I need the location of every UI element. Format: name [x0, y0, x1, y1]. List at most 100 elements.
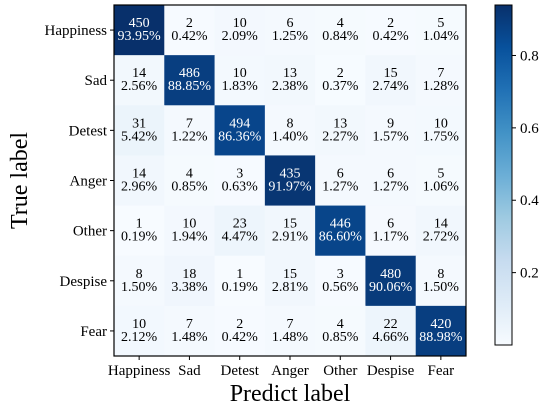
cell-count: 10 — [132, 317, 146, 332]
cell-count: 23 — [233, 217, 247, 232]
colorbar-ticks: 0.2 0.4 0.6 0.8 — [512, 48, 539, 282]
heatmap-cell — [114, 305, 165, 357]
heatmap-cell — [365, 5, 417, 56]
cell-count: 13 — [283, 66, 297, 81]
heatmap-cell — [365, 255, 417, 307]
cell-count: 2 — [337, 66, 344, 81]
cell-percent: 1.28% — [423, 79, 460, 94]
cell-percent: 0.19% — [222, 280, 259, 295]
cell-count: 14 — [132, 167, 146, 182]
cell-percent: 0.37% — [322, 79, 359, 94]
heatmap-cell — [214, 205, 266, 257]
heatmap-cell — [365, 205, 417, 257]
heatmap-cell — [264, 205, 316, 257]
cell-percent: 1.40% — [272, 129, 309, 144]
cell-count: 8 — [136, 267, 143, 282]
cell-count: 13 — [333, 116, 347, 131]
heatmap-cell — [114, 255, 165, 307]
heatmap-cell — [214, 305, 266, 357]
y-tick-label: Anger — [70, 174, 108, 190]
cell-percent: 2.56% — [121, 79, 158, 94]
cell-percent: 2.27% — [322, 129, 359, 144]
x-tick-label: Other — [323, 363, 357, 379]
heatmap-cell — [164, 105, 216, 156]
y-tick-label: Despise — [60, 274, 108, 290]
cell-count: 10 — [434, 116, 448, 131]
cell-count: 7 — [186, 317, 193, 332]
cell-percent: 2.74% — [372, 79, 409, 94]
cell-percent: 1.06% — [423, 180, 460, 195]
cell-count: 450 — [129, 16, 150, 31]
heatmap-cell — [415, 155, 467, 207]
cell-percent: 86.60% — [319, 230, 363, 245]
cell-count: 3 — [337, 267, 344, 282]
cell-percent: 0.42% — [171, 29, 208, 44]
heatmap-cell — [264, 155, 316, 207]
cell-count: 31 — [132, 116, 146, 131]
cell-percent: 2.72% — [423, 230, 460, 245]
cell-percent: 0.42% — [372, 29, 409, 44]
cell-percent: 1.57% — [372, 129, 409, 144]
y-tick-label: Fear — [80, 324, 107, 340]
x-tick-label: Despise — [367, 363, 415, 379]
cell-percent: 2.38% — [272, 79, 309, 94]
heatmap-cell — [315, 5, 366, 56]
cell-percent: 0.84% — [322, 29, 359, 44]
y-tick-label: Detest — [69, 123, 108, 139]
heatmap-cell — [315, 55, 366, 106]
cell-count: 15 — [283, 267, 297, 282]
heatmap-cell — [214, 155, 266, 207]
y-tick-label: Other — [73, 224, 107, 240]
cell-count: 6 — [387, 167, 394, 182]
cell-percent: 1.94% — [171, 230, 208, 245]
heatmap-cell — [415, 5, 467, 56]
cell-percent: 88.85% — [168, 79, 212, 94]
cell-count: 1 — [236, 267, 243, 282]
cell-annotations: 45093.95%20.42%102.09%61.25%40.84%20.42%… — [118, 16, 463, 345]
cell-count: 10 — [182, 217, 196, 232]
cell-count: 9 — [387, 116, 394, 131]
colorbar-tick-label: 0.2 — [520, 266, 539, 282]
cell-count: 10 — [233, 66, 247, 81]
cell-count: 7 — [186, 116, 193, 131]
cell-count: 14 — [132, 66, 146, 81]
cell-percent: 0.85% — [171, 180, 208, 195]
heatmap-cell — [365, 155, 417, 207]
cell-percent: 0.19% — [121, 230, 158, 245]
cell-count: 15 — [384, 66, 398, 81]
heatmap-cell — [315, 205, 366, 257]
cell-count: 5 — [437, 167, 444, 182]
y-tick-label: Happiness — [45, 23, 108, 39]
colorbar — [494, 4, 513, 346]
cell-percent: 2.09% — [222, 29, 259, 44]
x-tick-label: Detest — [221, 363, 260, 379]
heatmap-cell — [114, 5, 165, 56]
cell-percent: 0.63% — [222, 180, 259, 195]
heatmap-cell — [114, 155, 165, 207]
cell-percent: 2.91% — [272, 230, 309, 245]
cell-percent: 1.04% — [423, 29, 460, 44]
x-tick-label: Happiness — [108, 363, 171, 379]
cell-percent: 1.27% — [322, 180, 359, 195]
heatmap-cell — [164, 255, 216, 307]
cell-count: 3 — [236, 167, 243, 182]
cell-count: 22 — [384, 317, 398, 332]
cell-count: 7 — [437, 66, 444, 81]
heatmap-cell — [415, 255, 467, 307]
cell-count: 435 — [280, 167, 301, 182]
colorbar-tick-label: 0.8 — [520, 48, 539, 64]
heatmap-cell — [365, 105, 417, 156]
cell-count: 420 — [430, 317, 451, 332]
cell-count: 2 — [387, 16, 394, 31]
heatmap-cell — [264, 305, 316, 357]
cell-count: 6 — [337, 167, 344, 182]
cell-percent: 1.75% — [423, 129, 460, 144]
cell-count: 8 — [437, 267, 444, 282]
cell-percent: 93.95% — [118, 29, 162, 44]
cell-percent: 88.98% — [419, 330, 463, 345]
cell-percent: 2.12% — [121, 330, 158, 345]
cell-count: 4 — [337, 317, 344, 332]
heatmap-cell — [164, 155, 216, 207]
x-tick-label: Anger — [271, 363, 309, 379]
x-tick-label: Sad — [178, 363, 201, 379]
